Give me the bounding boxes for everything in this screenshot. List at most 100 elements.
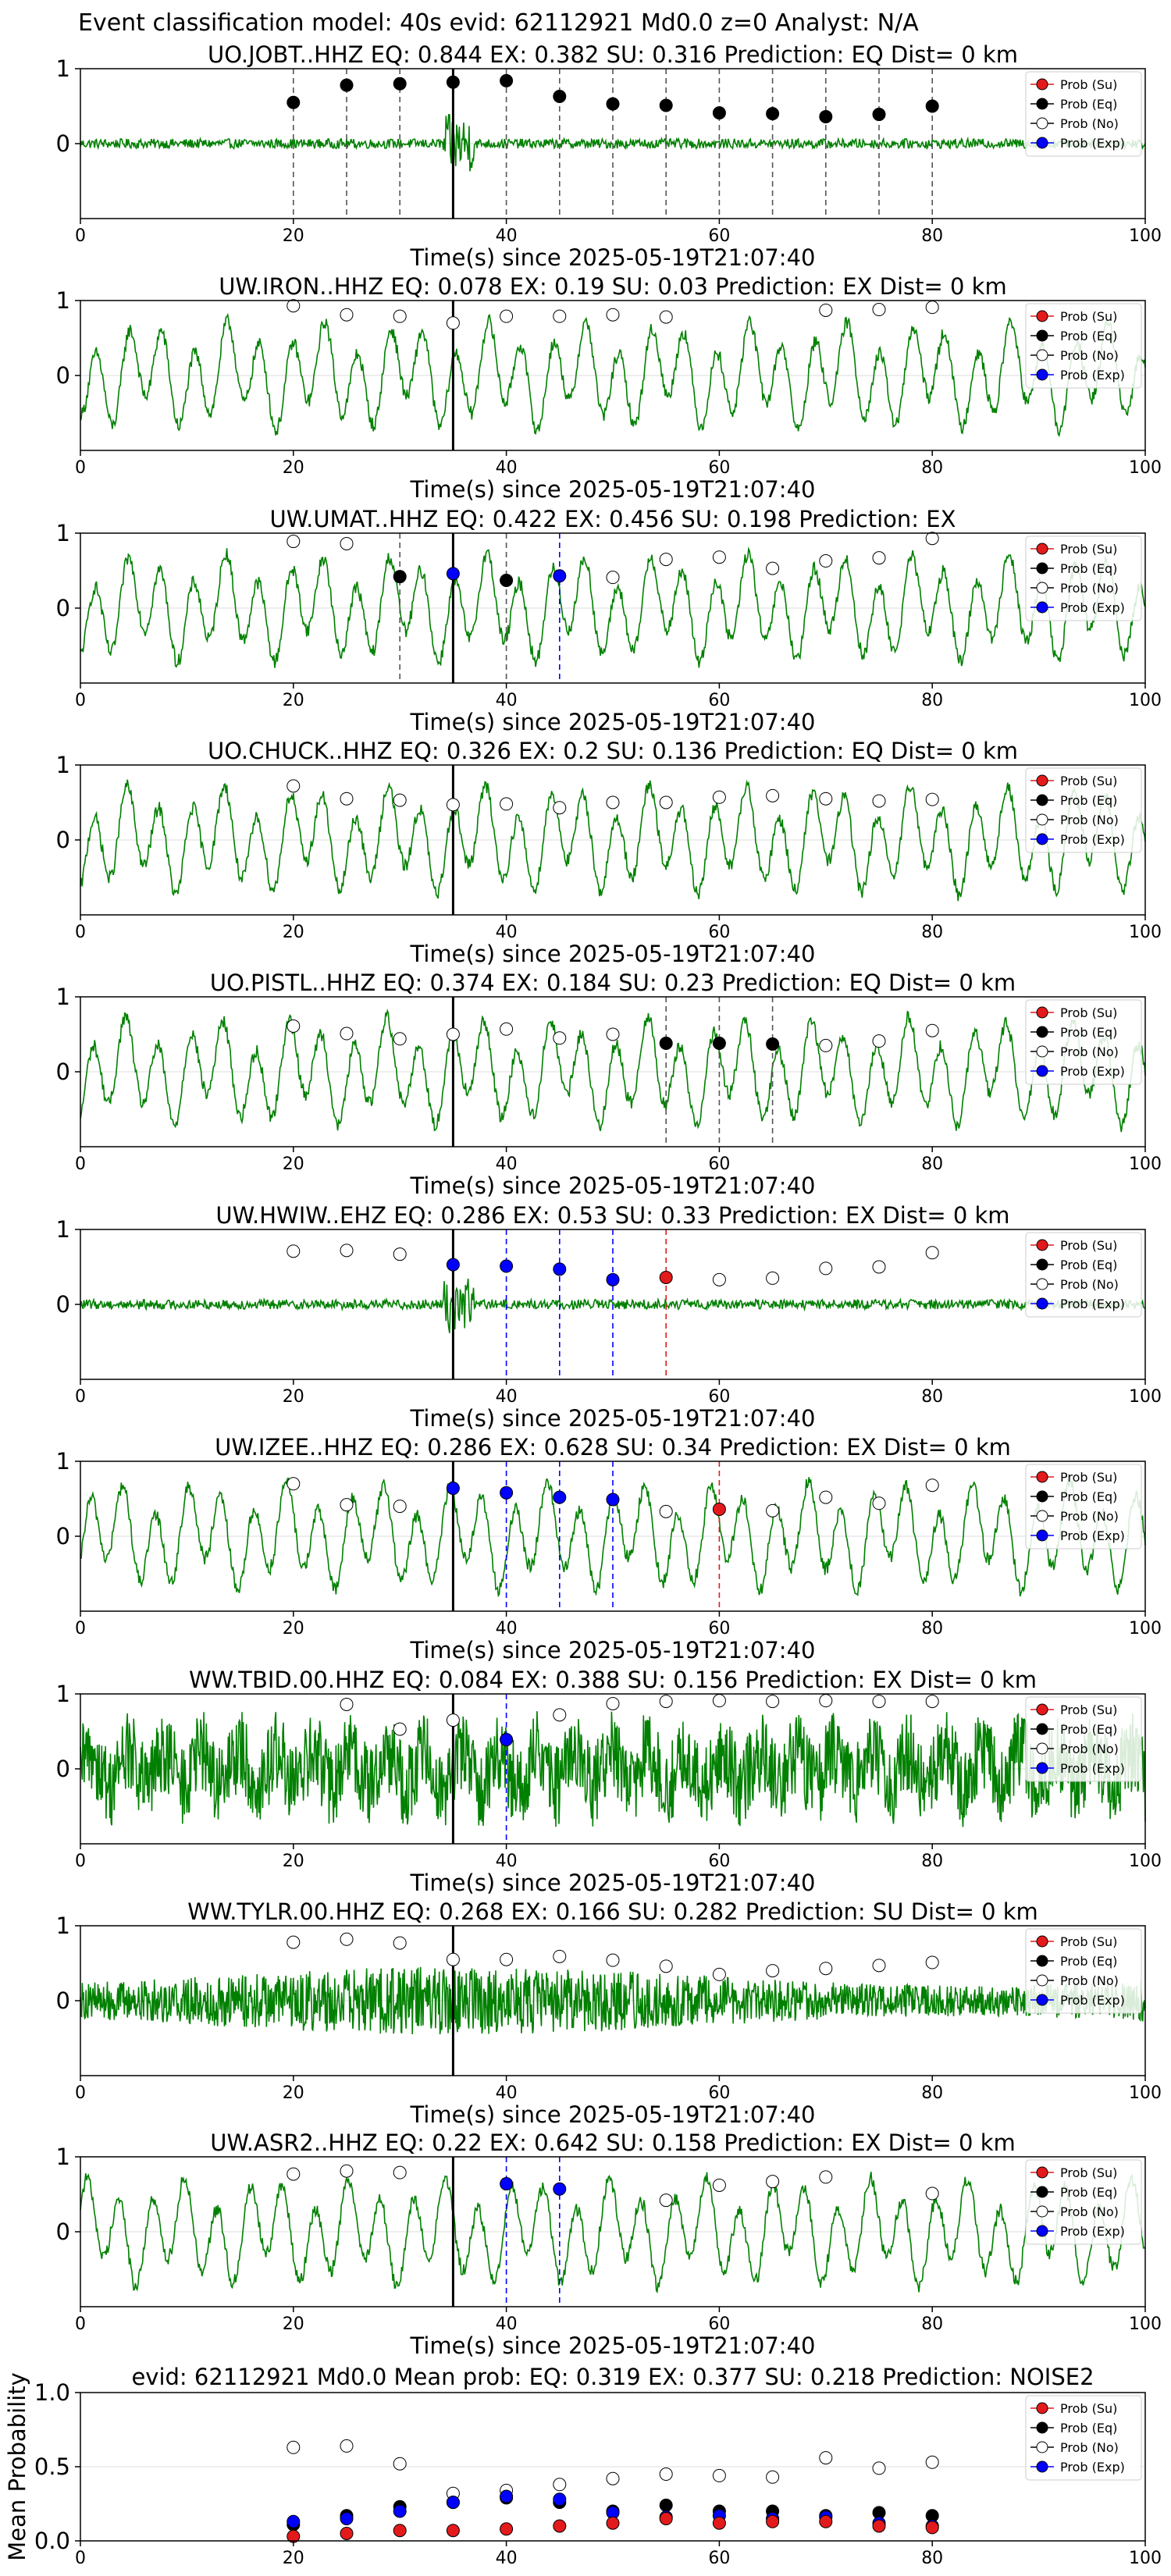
legend-marker-eq [1036,794,1048,806]
x-tick-label: 40 [496,226,518,246]
mean-point-exp [553,2492,567,2507]
y-tick-label: 0 [56,1291,70,1318]
prob-point-no [287,779,301,793]
prob-point-su [712,1502,726,1516]
x-tick-label: 60 [708,1155,730,1174]
y-tick-label: 1 [56,984,70,1010]
mean-point-no [819,2451,833,2465]
legend-marker-eq [1036,329,1048,342]
prob-point-no [766,561,780,575]
prob-point-no [553,1949,567,1963]
mean-point-no [287,2440,301,2454]
legend-marker-exp [1036,833,1048,845]
x-axis-label: Time(s) since 2025-05-19T21:07:40 [410,476,816,503]
prob-point-no [340,1244,354,1258]
legend-box [1025,1696,1142,1782]
x-tick-label: 80 [921,923,943,942]
x-tick-label: 40 [496,1155,518,1174]
prob-point-no [393,1247,407,1261]
legend-box [1025,1232,1142,1318]
prob-point-no [340,308,354,322]
mean-point-no [659,2467,673,2481]
legend-label: Prob (Exp) [1060,2224,1125,2239]
legend-marker-no [1036,2205,1048,2218]
prob-point-no [446,1027,460,1041]
mean-point-su [606,2516,620,2530]
prob-point-exp [553,2182,567,2196]
prob-point-exp [446,1258,460,1272]
legend-label: Prob (Su) [1060,77,1117,92]
legend-label: Prob (No) [1060,2204,1119,2219]
prob-point-no [819,1694,833,1708]
y-tick-label: 0 [56,2218,70,2245]
station-panel-6: UW.HWIW..EHZ EQ: 0.286 EX: 0.53 SU: 0.33… [56,1202,1162,1432]
prob-point-su [659,1270,673,1284]
x-tick-label: 40 [496,2549,518,2568]
legend-box [1025,2159,1142,2245]
mean-probability-panel: evid: 62112921 Md0.0 Mean prob: EQ: 0.31… [4,2364,1162,2568]
prob-point-exp [553,1490,567,1504]
prob-point-no [500,1022,514,1036]
legend-marker-eq [1036,2421,1048,2434]
legend-label: Prob (No) [1060,1277,1119,1292]
legend-marker-exp [1036,1065,1048,1077]
x-tick-label: 40 [496,1387,518,1407]
prob-point-exp [446,1482,460,1496]
legend-marker-eq [1036,1723,1048,1735]
y-tick-label: 1 [56,287,70,314]
legend-marker-no [1036,117,1048,130]
legend-marker-no [1036,1278,1048,1290]
prob-point-no [925,301,939,315]
x-tick-label: 100 [1129,2549,1162,2568]
legend-label: Prob (Su) [1060,309,1117,324]
mean-point-no [766,2470,780,2484]
prob-point-no [925,1023,939,1037]
legend-box [1025,535,1142,621]
prob-point-no [500,309,514,323]
legend-marker-su [1036,1239,1048,1251]
waveform-trace [80,779,1146,902]
station-panel-4: UO.CHUCK..HHZ EQ: 0.326 EX: 0.2 SU: 0.13… [56,738,1162,967]
waveform-trace [80,312,1146,437]
legend-marker-su [1036,774,1048,787]
x-tick-label: 80 [921,2549,943,2568]
legend-marker-no [1036,1045,1048,1058]
y-tick-label: 1 [56,1912,70,1939]
prob-point-exp [606,1272,620,1286]
legend-label: Prob (No) [1060,1509,1119,1524]
prob-point-no [606,1953,620,1967]
prob-point-no [659,1695,673,1709]
panel-legend: Prob (Su) Prob (Eq) Prob (No) Prob (Exp) [1025,1928,1142,2014]
panel-title: UW.IZEE..HHZ EQ: 0.286 EX: 0.628 SU: 0.3… [215,1434,1011,1461]
mean-point-no [553,2478,567,2492]
waveform-trace [80,546,1146,668]
legend-label: Prob (Eq) [1060,1722,1117,1737]
mean-point-su [500,2522,514,2536]
x-tick-label: 80 [921,226,943,246]
y-tick-label: 0 [56,1756,70,1782]
x-tick-label: 0 [75,691,86,710]
legend-marker-exp [1036,1297,1048,1310]
legend-box [1025,71,1142,157]
prob-point-no [340,536,354,550]
prob-point-no [446,1713,460,1727]
panel-title: UO.PISTL..HHZ EQ: 0.374 EX: 0.184 SU: 0.… [210,970,1016,996]
prob-point-no [340,1498,354,1512]
legend-box [1025,1464,1142,1550]
prob-point-no [819,1038,833,1052]
legend-marker-exp [1036,1994,1048,2006]
x-tick-label: 60 [708,226,730,246]
mean-point-exp [287,2514,301,2528]
x-tick-label: 100 [1129,1155,1162,1174]
x-tick-label: 60 [708,1387,730,1407]
y-tick-label: 1 [56,520,70,546]
waveform-trace [80,2172,1146,2294]
legend-label: Prob (Eq) [1060,1258,1117,1272]
legend-marker-eq [1036,1026,1048,1038]
x-tick-label: 40 [496,923,518,942]
x-tick-label: 80 [921,2314,943,2334]
x-tick-label: 20 [283,458,304,478]
legend-label: Prob (No) [1060,1044,1119,1059]
prob-point-no [819,303,833,317]
figure-title: Event classification model: 40s evid: 62… [78,9,919,37]
